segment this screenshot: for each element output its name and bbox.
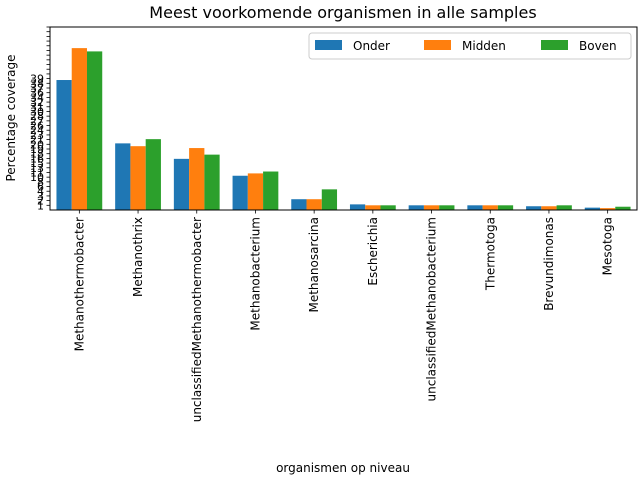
legend-swatch-boven: [541, 40, 568, 50]
x-ticks-group: Methanothermobacter Methanothrix unclassif…: [72, 210, 615, 422]
bar-onder-thermotoga: [467, 205, 483, 210]
x-axis-label: organismen op niveau: [276, 461, 410, 475]
x-tick-label: Brevundimonas: [542, 217, 556, 311]
y-tick-label: 38: [30, 77, 44, 90]
y-tick-label: 27: [30, 115, 44, 128]
x-tick-label: Thermotoga: [483, 217, 497, 291]
y-tick-label: 16: [30, 152, 44, 165]
bar-boven-methanothermobacter: [86, 51, 103, 211]
y-tick-label: 18: [30, 148, 44, 161]
y-tick-label: 34: [30, 91, 44, 104]
y-tick-label: 3: [37, 190, 44, 203]
bar-onder-brevundimonas: [526, 206, 542, 210]
legend: Onder Midden Boven: [308, 32, 632, 60]
legend-frame: [308, 32, 632, 60]
bar-midden-mesotoga: [600, 208, 616, 210]
x-tick-label: Escherichia: [366, 217, 380, 286]
y-tick-label: 4: [37, 185, 44, 198]
y-tick-label: 1: [37, 199, 44, 212]
x-tick-label: Methanothrix: [131, 217, 145, 297]
bar-midden-unclassifiedmethanothermobacter: [189, 148, 205, 210]
bar-boven-unclassifiedmethanothermobacter: [204, 154, 220, 210]
bar-onder-methanobacterium: [232, 175, 248, 210]
bar-onder-escherichia: [349, 204, 366, 210]
legend-label-onder: Onder: [353, 39, 390, 53]
y-ticks-group: 1234681011131516181920212324262728303132…: [30, 26, 50, 212]
bar-boven-methanothrix: [145, 139, 161, 210]
y-tick-label: 11: [30, 166, 44, 179]
x-tick-label: Methanothermobacter: [72, 217, 86, 351]
y-tick-label: 21: [30, 134, 44, 147]
y-tick-label: 23: [30, 129, 44, 142]
plot-frame: [49, 26, 638, 211]
x-tick-label: unclassifiedMethanobacterium: [425, 217, 439, 401]
y-axis-label: Percentage coverage: [4, 54, 18, 181]
bar-midden-thermotoga: [482, 205, 498, 210]
y-tick-label: 20: [30, 138, 44, 151]
y-tick-label: 32: [30, 96, 44, 109]
x-tick-label: Mesotoga: [601, 217, 615, 275]
y-tick-label: 19: [30, 143, 44, 156]
bar-onder-methanothermobacter: [56, 80, 72, 211]
bar-boven-escherichia: [380, 205, 396, 210]
bars-group: [56, 48, 631, 211]
y-tick-label: 31: [30, 101, 44, 114]
y-tick-label: 24: [30, 124, 44, 137]
bar-onder-mesotoga: [584, 207, 601, 210]
bar-boven-unclassifiedmethanobacterium: [439, 205, 455, 210]
y-tick-label: 15: [30, 157, 44, 170]
y-tick-label: 2: [37, 195, 44, 208]
bar-midden-unclassifiedmethanobacterium: [423, 205, 440, 210]
y-tick-label: 36: [30, 87, 44, 100]
legend-label-boven: Boven: [579, 39, 617, 53]
bar-boven-brevundimonas: [556, 205, 572, 210]
y-tick-label: 39: [30, 73, 44, 86]
bar-boven-mesotoga: [615, 206, 631, 210]
y-tick-label: 37: [30, 82, 44, 95]
x-tick-label: unclassifiedMethanothermobacter: [190, 217, 204, 422]
bar-onder-unclassifiedmethanobacterium: [408, 205, 424, 210]
x-tick-label: Methanobacterium: [248, 217, 262, 331]
bar-midden-methanosarcina: [306, 199, 322, 210]
bar-midden-brevundimonas: [541, 206, 557, 210]
y-tick-label: 10: [30, 171, 44, 184]
x-tick-label: Methanosarcina: [307, 217, 321, 313]
bar-onder-unclassifiedmethanothermobacter: [173, 158, 190, 210]
y-tick-label: 8: [37, 176, 44, 189]
chart-title: Meest voorkomende organismen in alle sam…: [149, 3, 536, 22]
legend-swatch-onder: [315, 40, 342, 50]
y-tick-label: 13: [30, 162, 44, 175]
legend-swatch-midden: [424, 40, 451, 50]
legend-label-midden: Midden: [462, 39, 506, 53]
bar-midden-methanothermobacter: [71, 48, 87, 211]
bar-onder-methanothrix: [115, 143, 131, 210]
y-tick-label: 30: [30, 105, 44, 118]
bar-midden-methanothrix: [130, 146, 146, 210]
bar-boven-methanosarcina: [321, 189, 338, 210]
bar-boven-methanobacterium: [263, 171, 279, 210]
bar-onder-methanosarcina: [291, 199, 307, 210]
y-tick-label: 6: [37, 181, 44, 194]
bar-midden-methanobacterium: [247, 173, 264, 210]
bar-boven-thermotoga: [497, 205, 514, 210]
y-tick-label: 26: [30, 120, 44, 133]
bar-midden-escherichia: [365, 205, 381, 210]
y-tick-label: 28: [30, 110, 44, 123]
